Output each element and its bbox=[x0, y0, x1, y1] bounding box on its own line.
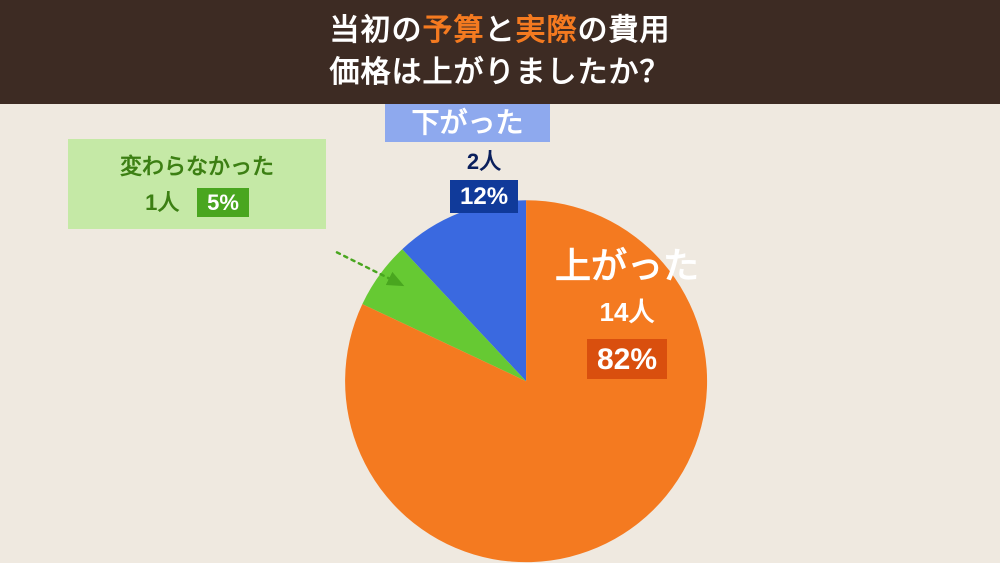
slice-same-count: 1人 bbox=[145, 190, 179, 215]
page: 当初の予算と実際の費用 価格は上がりましたか？ 下がった 2人 12% 上がった… bbox=[0, 0, 1000, 563]
slice-up-block: 上がった 14人 82% bbox=[555, 243, 699, 379]
header: 当初の予算と実際の費用 価格は上がりましたか？ bbox=[0, 0, 1000, 104]
chart-body: 下がった 2人 12% 上がった 14人 82% 変わらなかった 1人 5% bbox=[0, 104, 1000, 563]
slice-down-header: 下がった bbox=[385, 104, 550, 142]
slice-up-pct: 82% bbox=[587, 339, 667, 380]
slice-same-callout: 変わらなかった 1人 5% bbox=[68, 139, 326, 229]
slice-down-body: 2人 12% bbox=[450, 148, 518, 213]
slice-same-label: 変わらなかった bbox=[82, 149, 312, 181]
slice-down-label: 下がった bbox=[411, 107, 523, 138]
slice-up-label: 上がった bbox=[555, 243, 699, 288]
title-line-1: 当初の予算と実際の費用 bbox=[330, 10, 671, 52]
slice-up-count: 14人 bbox=[555, 296, 699, 329]
slice-down-pct: 12% bbox=[450, 180, 518, 213]
slice-down-count: 2人 bbox=[450, 148, 518, 176]
title-line-2: 価格は上がりましたか？ bbox=[330, 52, 671, 94]
slice-same-pct: 5% bbox=[197, 188, 249, 217]
